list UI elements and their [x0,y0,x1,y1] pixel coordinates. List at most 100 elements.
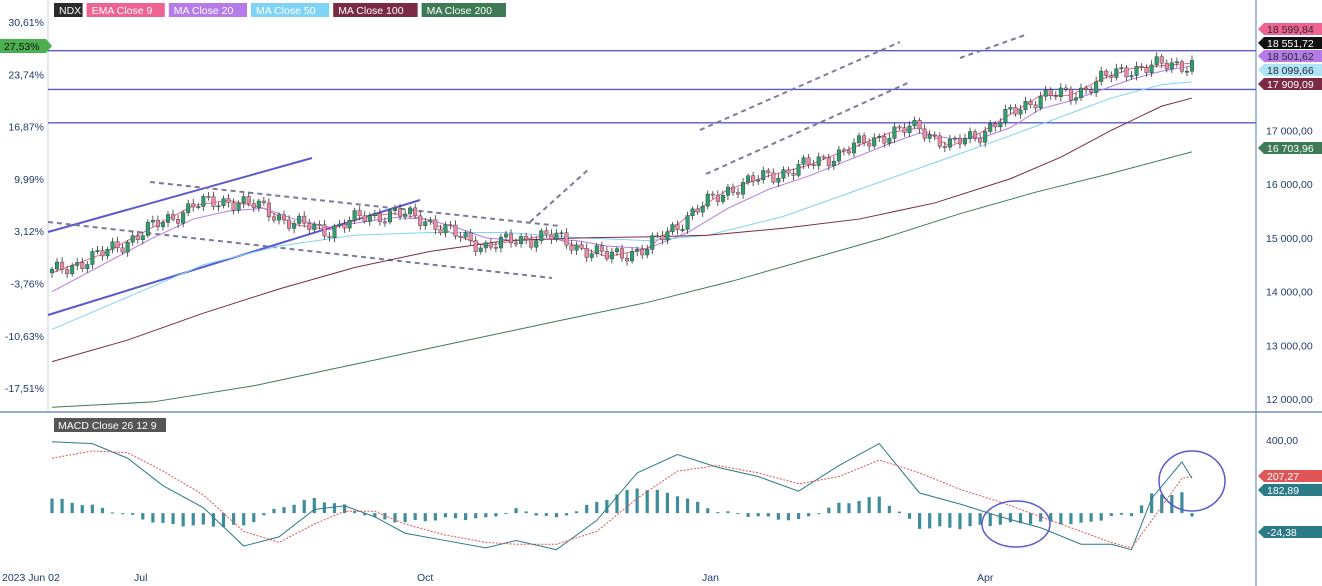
channel-line-dashed [699,41,901,131]
candle [403,213,408,217]
candle [1109,75,1114,78]
price-badge-label: 17 909,09 [1267,79,1314,91]
price-badge-label: 18 501,62 [1267,51,1314,63]
candle [276,214,281,221]
candle [978,137,983,143]
candle [872,137,877,147]
signal-line [51,450,1193,549]
candle [145,221,150,236]
percent-tick-label: 30,61% [8,17,44,29]
macd-badge-label: 207,27 [1267,471,1299,483]
macd-histogram-bar [564,513,569,516]
candle [206,196,211,198]
candle [559,232,564,235]
macd-badge [1258,470,1322,482]
macd-histogram-bar [292,504,296,514]
percent-tick-label: 16,87% [8,122,44,134]
macd-histogram-bar [625,489,629,514]
macd-histogram-bar [151,513,155,523]
candle [660,235,665,241]
x-tick-label: Jan [702,572,719,584]
candle [453,224,458,237]
candle [408,207,413,215]
candle [196,206,201,208]
price-badge [1258,142,1322,154]
candle [488,242,493,248]
macd-histogram-bar [675,496,680,514]
percent-tick-label: 9,99% [14,174,44,186]
candle [1174,61,1179,64]
candle [226,198,231,204]
candle [443,224,448,234]
channel-line-dashed [47,221,553,279]
percent-tick-label: 3,12% [14,226,44,238]
candle [393,208,398,211]
candle [1164,62,1169,70]
candle [105,249,110,257]
macd-histogram-bar [262,513,266,516]
candle [801,157,806,165]
candle [115,241,120,249]
macd-histogram-bar [221,513,226,527]
candle [1053,95,1058,98]
macd-histogram-bar [645,490,649,514]
macd-histogram-bar [595,501,599,514]
macd-histogram-bar [1089,513,1093,522]
ma-line-ma-close-100 [51,97,1193,363]
candle [382,221,387,224]
candle [892,126,897,139]
x-tick-label: 2023 Jun 02 [2,572,60,584]
macd-histogram-bar [696,501,700,514]
macd-histogram-bar [958,513,962,530]
candle [771,172,776,183]
percent-tick-label: -3,76% [11,279,44,291]
macd-histogram-bar [1129,513,1134,517]
candle [352,210,357,221]
candle [554,232,559,240]
candle [534,240,539,248]
macd-histogram-bar [1119,513,1123,515]
macd-histogram-bar [635,488,639,514]
candle [524,236,529,240]
macd-histogram-bar [534,513,538,516]
candle [620,248,625,259]
candle [271,216,276,221]
legend-chip [251,3,330,17]
price-tick-label: 17 000,00 [1266,125,1313,137]
macd-histogram-bar [766,513,770,517]
candle [478,247,483,252]
candle [665,231,670,241]
candle [715,194,720,202]
macd-histogram-bar [60,498,64,514]
macd-histogram-bar [353,510,357,514]
current-percent-badge [0,39,46,53]
candle [261,200,266,204]
annotation-ellipse [1158,450,1226,512]
macd-histogram-bar [897,511,902,514]
macd-histogram-bar [857,501,861,514]
candle [841,149,846,152]
macd-histogram-bar [201,513,205,525]
macd-histogram-bar [131,513,135,515]
candle [983,131,988,143]
price-badge-label: 18 099,66 [1267,65,1314,77]
candle [594,245,599,254]
candle [322,224,327,237]
candle [761,170,766,181]
macd-histogram-bar [918,513,922,529]
macd-histogram-bar [423,513,427,522]
candle [937,135,942,147]
candle [952,137,957,140]
macd-histogram-bar [554,513,559,518]
macd-badge [1258,484,1322,496]
macd-histogram-bar [1190,513,1194,517]
candle [685,215,690,230]
candle [942,146,947,148]
candle [307,223,312,230]
candle [730,186,735,193]
macd-histogram-bar [585,504,589,514]
macd-histogram-bar [231,513,236,525]
candle [786,169,791,174]
candle [297,215,302,224]
